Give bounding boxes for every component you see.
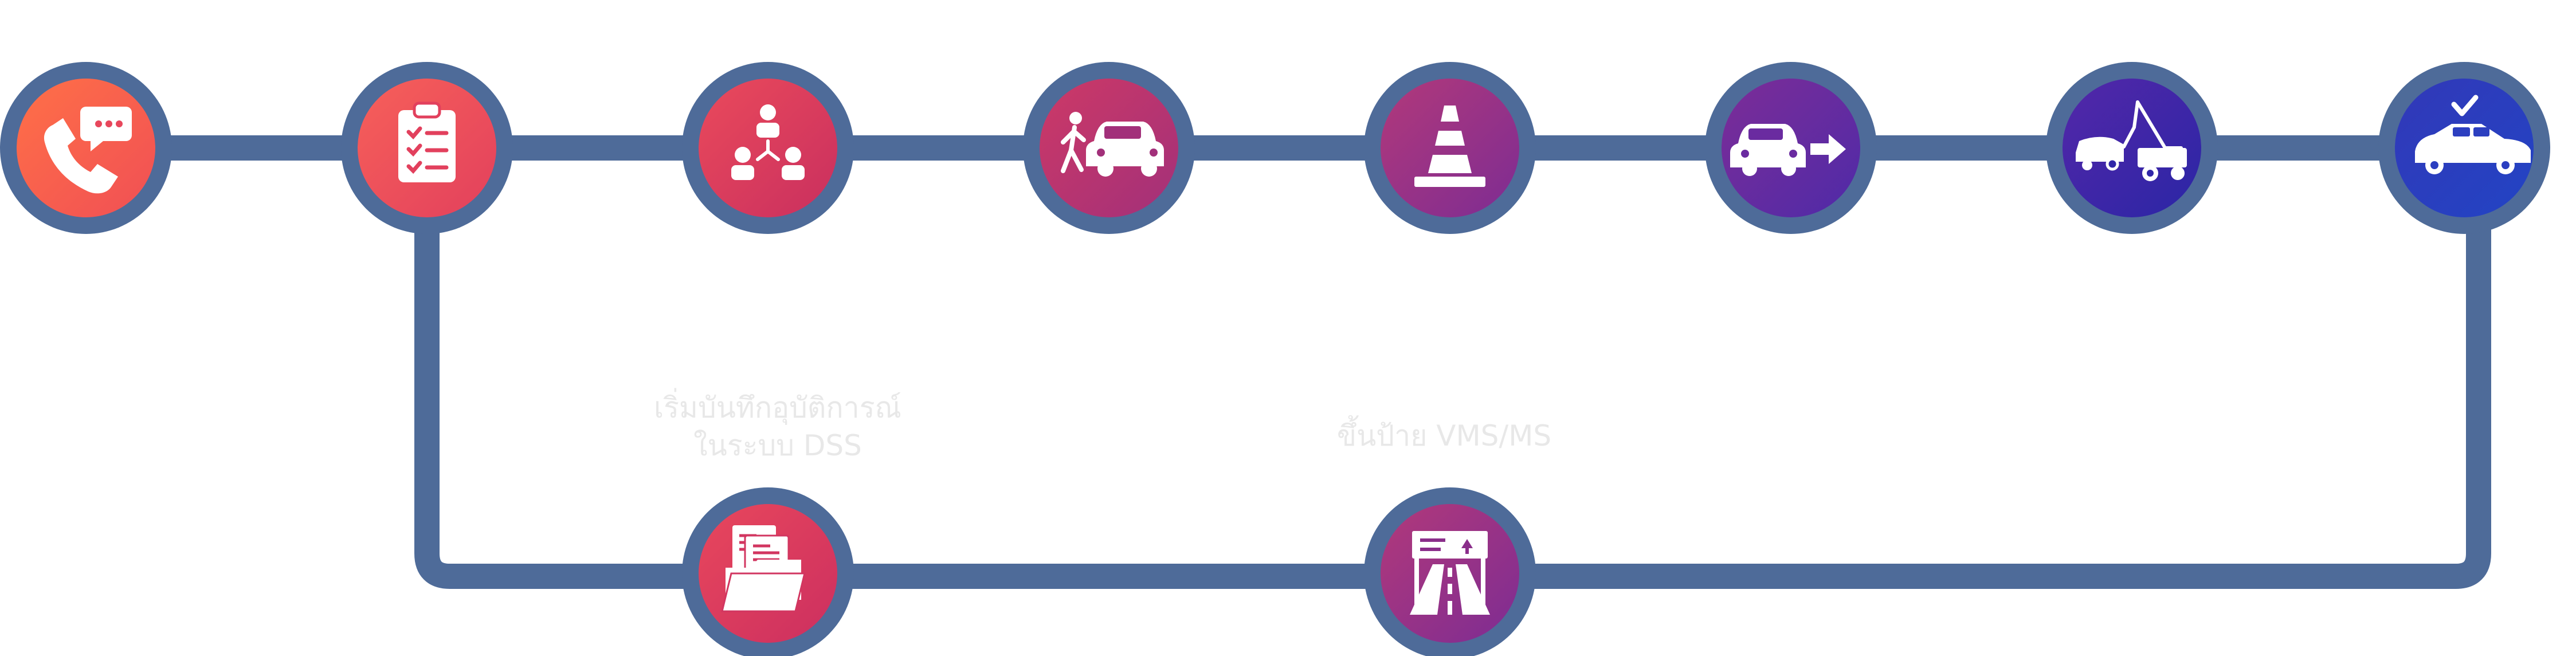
step-6-move-vehicle[interactable]	[1705, 62, 1877, 234]
branch-label-record-dss-line-1: เริ่มบันทึกอุบัติการณ์	[654, 391, 901, 424]
step-7-tow-truck[interactable]	[2046, 62, 2218, 234]
branch-step-vms-sign[interactable]	[1364, 487, 1536, 656]
branch-label-vms-sign: ขึ้นป้าย VMS/MS	[1337, 417, 1551, 455]
folder-documents-icon	[721, 525, 806, 612]
branch-label-record-dss: เริ่มบันทึกอุบัติการณ์ ในระบบ DSS	[654, 389, 901, 464]
step-fill	[17, 79, 155, 217]
main-steps	[0, 62, 2550, 234]
step-2-checklist[interactable]	[341, 62, 513, 234]
traffic-cone-icon	[1414, 106, 1485, 187]
pedestrian-car-icon	[1061, 112, 1164, 177]
phone-chat-icon	[44, 107, 132, 194]
car-checked-icon	[2415, 95, 2531, 174]
step-fill	[1381, 79, 1519, 217]
step-3-team-dispatch[interactable]	[682, 62, 854, 234]
branch-steps	[682, 487, 1536, 656]
branch-step-record-dss[interactable]	[682, 487, 854, 656]
team-hierarchy-icon	[731, 104, 805, 180]
step-5-traffic-control[interactable]	[1364, 62, 1536, 234]
branch-label-vms-sign-line-1: ขึ้นป้าย VMS/MS	[1336, 419, 1552, 452]
vms-sign-road-icon	[1410, 531, 1490, 615]
branch-label-record-dss-line-2: ในระบบ DSS	[693, 429, 862, 462]
tow-truck-icon	[2076, 100, 2187, 181]
step-fill	[2063, 79, 2201, 217]
step-4-pedestrian-car[interactable]	[1023, 62, 1195, 234]
car-move-icon	[1730, 124, 1846, 176]
step-8-resolved[interactable]	[2378, 62, 2550, 234]
step-1-report-call[interactable]	[0, 62, 172, 234]
clipboard-checklist-icon	[398, 101, 456, 182]
